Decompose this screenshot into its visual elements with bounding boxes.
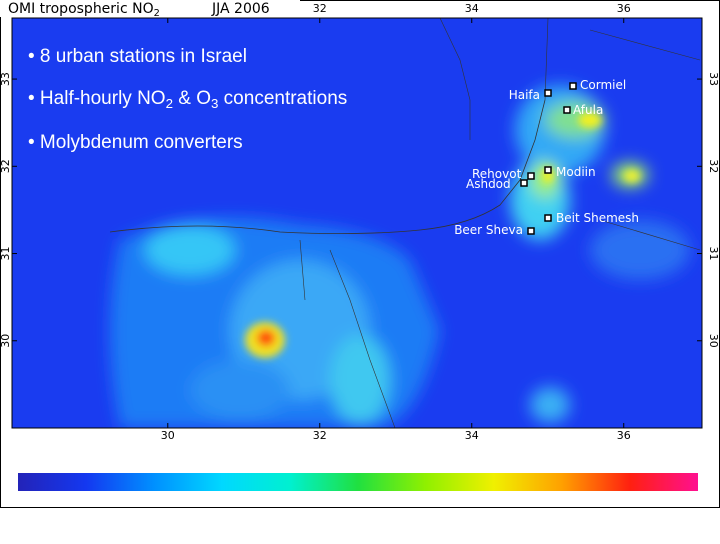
lat-tick-label: 32 — [0, 159, 12, 173]
lat-tick-label: 30 — [707, 334, 720, 348]
lat-tick-label: 30 — [0, 334, 12, 348]
text-segment: 2 — [166, 96, 173, 111]
lon-tick-label: 36 — [617, 2, 631, 15]
station-marker — [520, 179, 528, 187]
station-marker — [544, 214, 552, 222]
title-period: JJA 2006 — [211, 1, 270, 17]
text-segment: concentrations — [218, 88, 347, 109]
station-marker — [527, 227, 535, 235]
map-image — [12, 18, 702, 428]
station-label: Rehovot — [472, 167, 522, 181]
text-segment: • Molybdenum converters — [28, 132, 243, 153]
lon-tick-label: 30 — [161, 429, 175, 442]
station-marker — [569, 82, 577, 90]
lat-tick-label: 31 — [707, 247, 720, 261]
map-frame — [11, 17, 703, 429]
text-segment: & O — [173, 88, 211, 109]
lat-tick-label: 31 — [0, 247, 12, 261]
text-segment: • Half-hourly NO — [28, 88, 166, 109]
station-marker — [544, 166, 552, 174]
station-label: Cormiel — [580, 78, 626, 92]
bullet: • Molybdenum converters — [28, 132, 243, 153]
stations: Haifa Cormiel Afula Rehovot Modiin Ashdod Beit… — [454, 78, 639, 237]
bullet: • Half-hourly NO2 & O3 concentrations — [28, 88, 347, 111]
station-label: Beit Shemesh — [556, 211, 639, 225]
lon-tick-label: 32 — [313, 429, 327, 442]
text-segment: 3 — [211, 96, 218, 111]
station-marker — [527, 172, 535, 180]
station-label: Modiin — [556, 165, 596, 179]
title: OMI tropospheric NO2 JJA 2006 — [8, 1, 270, 19]
lon-tick-label: 34 — [465, 2, 479, 15]
text-segment: • 8 urban stations in Israel — [28, 46, 247, 67]
bullet: • 8 urban stations in Israel — [28, 46, 247, 67]
station-label: Ashdod — [466, 177, 511, 191]
lat-tick-label: 32 — [707, 159, 720, 173]
lon-tick-label: 32 — [313, 2, 327, 15]
lon-tick-label: 36 — [617, 429, 631, 442]
lat-tick-label: 33 — [0, 72, 12, 86]
station-marker — [563, 106, 571, 114]
lat-tick-label: 33 — [707, 72, 720, 86]
text-segment: 2 — [154, 8, 160, 19]
text-segment: OMI tropospheric NO — [8, 1, 154, 17]
lon-tick-label: 34 — [465, 429, 479, 442]
title-background — [0, 0, 300, 17]
bullet-list: • 8 urban stations in Israel • Half-hourl… — [28, 46, 347, 153]
station-label: Afula — [573, 103, 603, 117]
title-text: OMI tropospheric NO2 — [8, 1, 160, 19]
station-label: Haifa — [509, 88, 540, 102]
station-marker — [544, 89, 552, 97]
colorbar — [18, 473, 698, 491]
station-label: Beer Sheva — [454, 223, 523, 237]
